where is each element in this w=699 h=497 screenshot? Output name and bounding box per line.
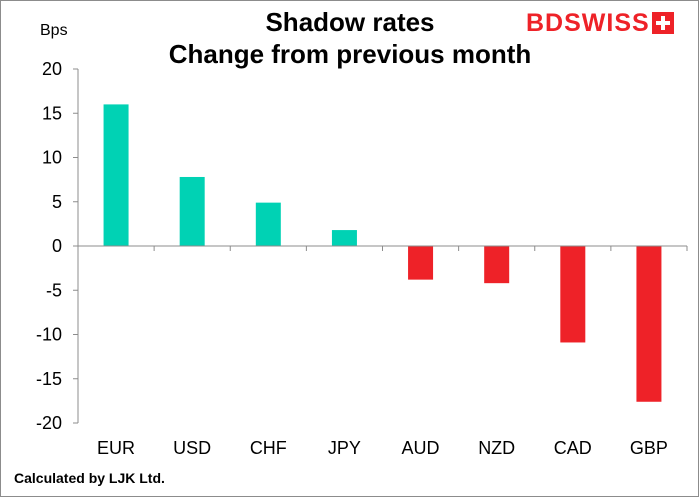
bar-jpy (331, 230, 357, 246)
y-tick-label: 10 (42, 148, 62, 168)
x-tick-label-nzd: NZD (478, 438, 515, 458)
x-tick-label-aud: AUD (402, 438, 440, 458)
y-tick-label: -15 (36, 369, 62, 389)
bars (103, 104, 662, 402)
logo-text: BDSWISS (526, 8, 650, 37)
y-tick-label: -10 (36, 325, 62, 345)
bar-gbp (636, 246, 662, 402)
bar-eur (103, 104, 129, 247)
chart-title-line-1: Shadow rates (265, 7, 435, 37)
x-tick-label-gbp: GBP (630, 438, 668, 458)
chart-title: Shadow rates Change from previous month (100, 6, 600, 70)
y-axis-label: Bps (40, 22, 68, 39)
y-tick-label: 15 (42, 103, 62, 123)
x-axis (77, 245, 688, 251)
bar-cad (560, 246, 586, 343)
bar-nzd (484, 246, 510, 284)
y-axis: 20 15 10 5 0 -5 -10 -15 -20 (36, 59, 79, 433)
chart-title-line-2: Change from previous month (168, 39, 532, 69)
footnote: Calculated by LJK Ltd. (14, 470, 165, 486)
x-tick-label-chf: CHF (250, 438, 287, 458)
bar-chf (255, 202, 281, 246)
bdswiss-logo: BDSWISS (526, 8, 674, 38)
x-tick-label-jpy: JPY (328, 438, 361, 458)
x-tick-labels: EUR USD CHF JPY AUD NZD CAD GBP (97, 438, 668, 458)
bar-usd (179, 176, 205, 246)
y-tick-label: 20 (42, 59, 62, 79)
y-tick-label: -5 (46, 280, 62, 300)
y-tick-label: 5 (52, 192, 62, 212)
x-tick-label-eur: EUR (97, 438, 135, 458)
bar-aud (408, 246, 434, 280)
x-tick-label-usd: USD (173, 438, 211, 458)
x-tick-label-cad: CAD (554, 438, 592, 458)
y-tick-label: 0 (52, 236, 62, 256)
y-tick-label: -20 (36, 413, 62, 433)
swiss-cross-icon (651, 12, 674, 34)
